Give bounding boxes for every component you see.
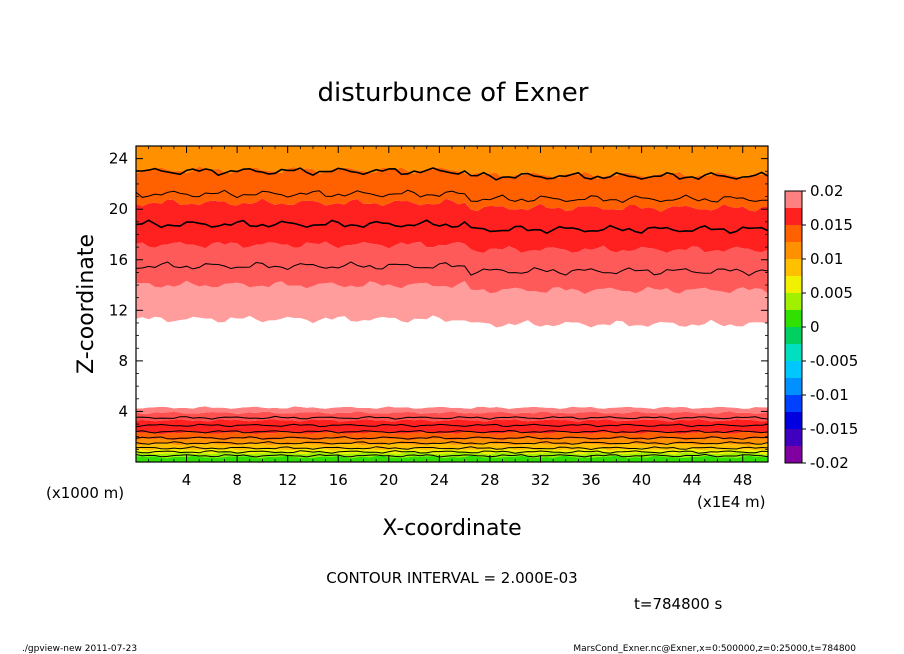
x-tick-label: 48 [733,471,752,489]
colorbar-band [785,191,802,208]
colorbar-band [785,259,802,276]
contour-field [136,146,768,462]
x-axis: 4 8 12 16 20 24 28 32 36 40 44 48 [148,146,756,489]
field-band [136,315,768,409]
x-unit-label: (x1E4 m) [697,493,766,511]
y-axis: 4 8 12 16 20 24 [109,150,768,450]
y-tick-label: 20 [109,200,128,218]
colorbar-band [785,327,802,344]
field-band [136,166,768,212]
contour-line [136,189,768,203]
contour-line [136,453,768,458]
x-tick-label: 44 [683,471,702,489]
y-tick-label: 24 [109,150,128,168]
x-tick-label: 36 [581,471,600,489]
x-tick-label: 40 [632,471,651,489]
time-text: t=784800 s [634,595,722,613]
colorbar: 0.02 0.015 0.01 0.005 0 -0.005 -0.01 -0.015 -0.0… [784,182,858,472]
colorbar-band [785,208,802,225]
colorbar-band [785,395,802,412]
y-axis-label: Z-coordinate [74,234,99,374]
contour-line [136,435,768,440]
contour-line [136,441,768,445]
contour-line [136,415,768,420]
colorbar-band [785,344,802,361]
colorbar-band [785,225,802,242]
y-tick-label: 16 [109,251,128,269]
colorbar-tick-label: 0.01 [810,250,843,268]
field-band [136,455,768,462]
colorbar-tick-label: -0.005 [810,352,858,370]
colorbar-tick-label: 0.005 [810,284,853,302]
colorbar-band [785,361,802,378]
contour-interval-text: CONTOUR INTERVAL = 2.000E-03 [326,569,577,587]
colorbar-band [785,412,802,429]
colorbar-band [785,446,802,463]
colorbar-tick-label: 0.015 [810,216,853,234]
x-tick-label: 16 [329,471,348,489]
contour-line [136,261,768,277]
field-band [136,406,768,415]
contour-lines [136,167,768,458]
footer-right: MarsCond_Exner.nc@Exner,x=0:500000,z=0:2… [573,644,856,654]
colorbar-band [785,310,802,327]
colorbar-band [785,242,802,259]
contour-line [136,219,768,235]
colorbar-tick-label: -0.02 [810,454,849,472]
x-tick-label: 24 [430,471,449,489]
colorbar-tick-label: -0.01 [810,386,849,404]
colorbar-tick-label: -0.015 [810,420,858,438]
colorbar-tick-label: 0 [810,318,820,336]
x-tick-label: 20 [379,471,398,489]
colorbar-band [785,429,802,446]
x-tick-label: 12 [278,471,297,489]
x-tick-label: 4 [182,471,192,489]
y-tick-label: 8 [118,352,128,370]
y-tick-label: 4 [118,402,128,420]
x-tick-label: 8 [232,471,242,489]
contour-line [136,429,768,434]
contour-line [136,450,768,454]
field-band [136,146,768,179]
contour-line [136,423,768,428]
contour-line [136,167,768,181]
field-band [136,198,768,253]
colorbar-band [785,276,802,293]
field-band [136,280,768,328]
field-band [136,241,768,294]
field-band [136,419,768,435]
colorbar-band [785,378,802,395]
y-unit-label: (x1000 m) [46,484,124,502]
contour-line [136,446,768,451]
field-band [136,411,768,422]
colorbar-band [785,293,802,310]
chart-title: disturbunce of Exner [318,78,589,108]
x-axis-label: X-coordinate [382,516,521,541]
colorbar-tick-label: 0.02 [810,182,843,200]
x-tick-label: 32 [531,471,550,489]
x-tick-label: 28 [480,471,499,489]
footer-left: ./gpview-new 2011-07-23 [22,644,137,654]
y-tick-label: 12 [109,301,128,319]
